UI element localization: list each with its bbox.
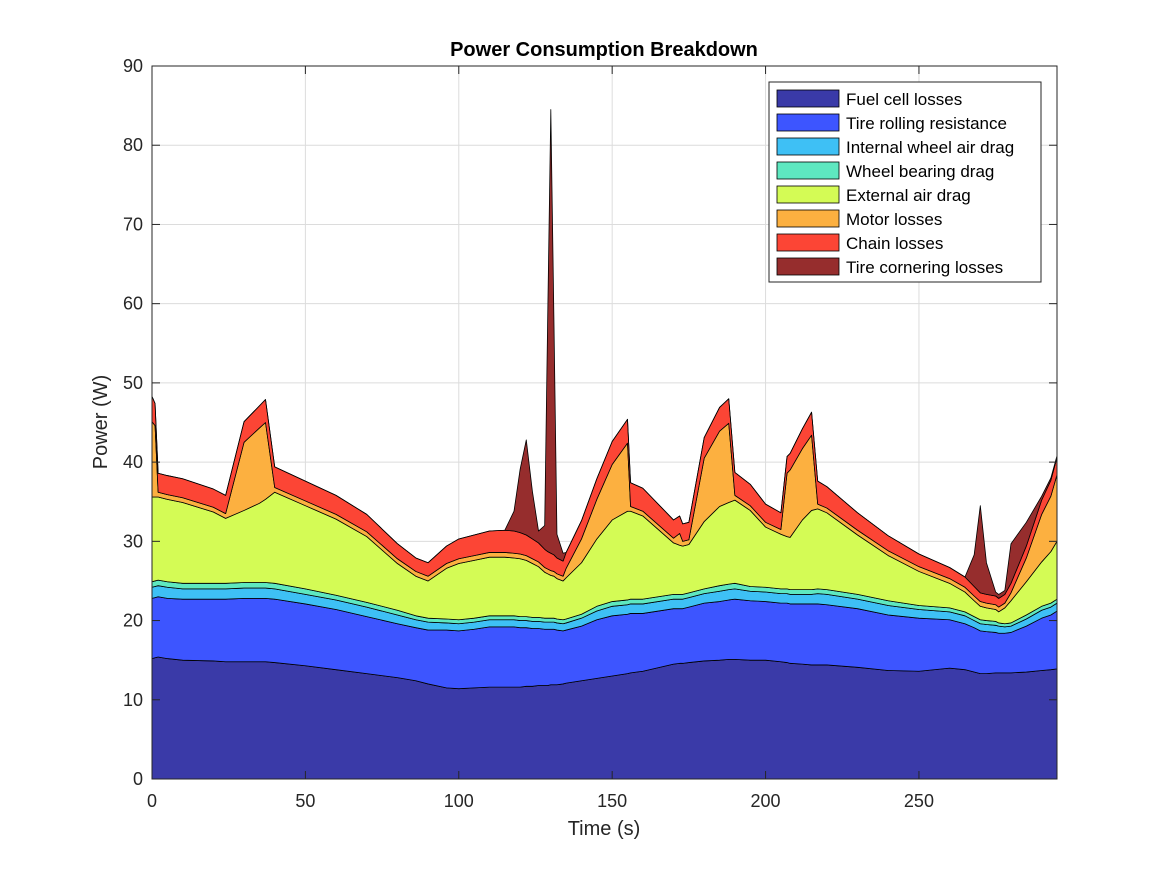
x-tick-label: 0 — [147, 791, 157, 811]
legend-swatch — [776, 161, 840, 180]
y-tick-label: 90 — [123, 56, 143, 76]
legend-label: External air drag — [846, 186, 971, 205]
y-tick-label: 60 — [123, 294, 143, 314]
x-tick-label: 200 — [751, 791, 781, 811]
y-tick-label: 70 — [123, 214, 143, 234]
x-tick-label: 150 — [597, 791, 627, 811]
legend-swatch — [776, 185, 840, 204]
x-axis-label: Time (s) — [568, 818, 641, 840]
legend-swatch — [776, 137, 840, 156]
y-tick-label: 0 — [133, 769, 143, 789]
y-tick-label: 50 — [123, 373, 143, 393]
legend-swatch — [776, 89, 840, 108]
legend: Fuel cell losses Tire rolling resistance I… — [768, 81, 1042, 283]
legend-swatch — [776, 113, 840, 132]
legend-swatch — [776, 257, 840, 276]
y-tick-label: 10 — [123, 690, 143, 710]
x-tick-label: 250 — [904, 791, 934, 811]
chart-title: Power Consumption Breakdown — [450, 39, 758, 61]
tick-labels: 0 50 100 150 200 250 0 10 20 30 40 50 60 70 80 90 — [123, 56, 934, 811]
x-tick-label: 100 — [444, 791, 474, 811]
legend-label: Wheel bearing drag — [846, 162, 994, 181]
y-tick-label: 20 — [123, 611, 143, 631]
y-tick-label: 40 — [123, 452, 143, 472]
legend-label: Tire rolling resistance — [846, 114, 1007, 133]
y-axis-label: Power (W) — [90, 375, 112, 469]
legend-label: Internal wheel air drag — [846, 138, 1014, 157]
legend-swatch — [776, 233, 840, 252]
legend-label: Fuel cell losses — [846, 90, 962, 109]
y-tick-label: 30 — [123, 531, 143, 551]
legend-label: Chain losses — [846, 234, 943, 253]
plot-frame — [151, 65, 1058, 780]
legend-swatch — [776, 209, 840, 228]
legend-label: Motor losses — [846, 210, 942, 229]
axes — [151, 65, 1058, 780]
y-tick-label: 80 — [123, 135, 143, 155]
stacked-area-series — [151, 109, 1058, 780]
legend-label: Tire cornering losses — [846, 258, 1003, 277]
x-tick-label: 50 — [295, 791, 315, 811]
